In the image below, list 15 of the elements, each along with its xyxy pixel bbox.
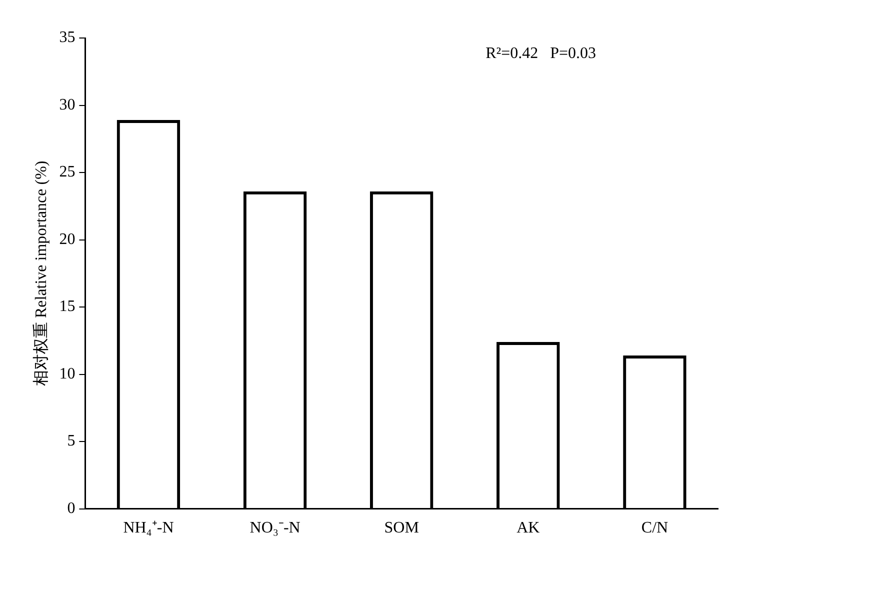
x-tick-label: C/N [641,520,668,537]
y-tick-label: 35 [59,29,76,46]
annotation: R²=0.42 P=0.03 [486,45,596,62]
y-axis-title: 相对权重 Relative importance (%) [32,160,50,386]
y-tick-label: 15 [59,298,76,316]
y-tick-label: 0 [67,500,76,518]
y-tick-label: 10 [59,365,76,382]
y-tick-label: 25 [59,164,76,181]
y-tick-label: 20 [59,230,76,248]
y-tick-label: 30 [59,96,76,114]
x-tick-label: NH₄⁺-N [123,520,174,537]
y-tick-label: 5 [67,432,76,450]
x-tick-label: AK [516,520,540,537]
x-tick-label: NO₃⁻-N [250,520,301,537]
x-tick-label: SOM [384,520,419,537]
